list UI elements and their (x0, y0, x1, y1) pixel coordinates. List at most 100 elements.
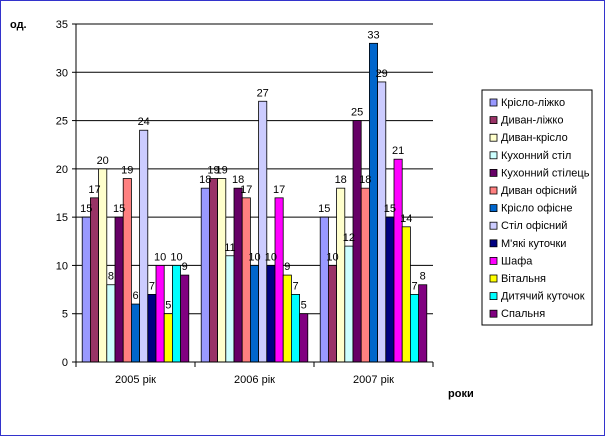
bar (249, 265, 259, 363)
data-label: 6 (132, 290, 138, 302)
data-label: 20 (97, 155, 109, 167)
bar (385, 216, 395, 363)
bar (233, 187, 243, 363)
data-label: 10 (154, 251, 166, 263)
bar (163, 313, 173, 363)
x-axis-title: роки (448, 388, 474, 400)
data-label: 19 (121, 165, 133, 177)
data-label: 10 (265, 251, 277, 263)
x-tick-label: 2005 рік (115, 374, 156, 386)
data-label: 18 (359, 174, 371, 186)
data-label: 9 (284, 261, 290, 273)
bar (377, 81, 387, 363)
y-tick-label: 35 (56, 19, 68, 31)
data-label: 17 (240, 184, 252, 196)
legend-swatch (489, 116, 498, 124)
data-label: 24 (138, 116, 150, 128)
legend-swatch (489, 151, 498, 160)
x-tick-label: 2007 рік (353, 374, 394, 386)
data-label: 5 (301, 300, 307, 312)
bar (225, 255, 235, 363)
legend-entry: М'які куточки (501, 238, 566, 250)
data-label: 15 (384, 203, 396, 215)
bar (368, 42, 378, 363)
bar (147, 293, 157, 363)
bar (200, 187, 210, 363)
data-label: 25 (351, 107, 363, 119)
bar (360, 187, 370, 363)
data-label: 11 (224, 242, 235, 254)
legend-entry: Вітальня (501, 273, 546, 285)
bar (155, 265, 165, 363)
bar (401, 226, 411, 363)
y-tick-label: 0 (62, 357, 68, 369)
data-label: 7 (411, 280, 417, 292)
legend-entry: Стіл офісний (501, 220, 567, 232)
data-label: 5 (165, 300, 171, 312)
data-label: 29 (376, 68, 388, 80)
data-labels: 1517208151962471051091819191118171027101… (80, 29, 426, 311)
data-label: 10 (248, 251, 260, 263)
bar (130, 303, 140, 363)
bar (409, 293, 419, 363)
legend: Крісло-ліжко Диван-ліжко Диван-крісло Кухон… (481, 89, 593, 326)
legend-entry: Спальня (501, 308, 545, 320)
bar (90, 197, 100, 363)
y-axis-title: од. (10, 19, 27, 31)
legend-entry: Диван-крісло (501, 132, 568, 144)
data-label: 10 (326, 251, 338, 263)
legend-entry: Крісло офісне (501, 203, 573, 215)
legend-swatch (489, 204, 498, 213)
data-label: 33 (367, 29, 379, 41)
data-label: 7 (149, 280, 155, 292)
bar (171, 265, 181, 363)
data-label: 18 (335, 174, 347, 186)
legend-swatch (489, 239, 498, 248)
bar (106, 284, 116, 363)
legend-swatch (489, 98, 498, 107)
data-label: 15 (80, 203, 92, 215)
bar (274, 197, 284, 363)
bar (208, 178, 218, 363)
legend-box (481, 89, 593, 326)
legend-swatch (489, 168, 498, 177)
data-label: 10 (170, 251, 182, 263)
data-label: 17 (273, 184, 285, 196)
bar (81, 216, 91, 363)
legend-swatch (489, 274, 498, 283)
bar (139, 129, 149, 363)
legend-entry: Крісло-ліжко (501, 97, 565, 109)
data-label: 12 (343, 232, 355, 244)
bar (98, 168, 108, 363)
y-tick-labels: 0 5 10 15 20 25 30 35 (56, 19, 68, 369)
bar (114, 216, 124, 363)
legend-entry: Диван офісний (501, 185, 577, 197)
data-label: 9 (182, 261, 188, 273)
legend-entry: Шафа (501, 255, 533, 267)
bar (258, 100, 268, 363)
y-tick-label: 5 (62, 309, 68, 321)
x-tick-label: 2006 рік (234, 374, 275, 386)
data-label: 21 (392, 145, 404, 157)
bar (180, 274, 190, 363)
legend-swatch (489, 292, 498, 301)
legend-swatch (489, 221, 498, 230)
data-label: 14 (400, 213, 412, 225)
data-label: 15 (318, 203, 330, 215)
bar (319, 216, 329, 363)
bar (299, 313, 309, 363)
y-tick-label: 10 (56, 260, 68, 272)
bar (336, 187, 346, 363)
legend-entry: Диван-ліжко (501, 115, 563, 127)
bar (327, 265, 337, 363)
y-tick-label: 20 (56, 164, 68, 176)
data-label: 7 (292, 280, 298, 292)
data-label: 19 (216, 165, 228, 177)
bar (393, 158, 403, 363)
bar (282, 274, 292, 363)
legend-swatch (489, 133, 498, 142)
legend-entry: Дитячий куточок (501, 291, 585, 303)
legend-swatch (489, 309, 498, 318)
legend-swatch (489, 186, 498, 195)
